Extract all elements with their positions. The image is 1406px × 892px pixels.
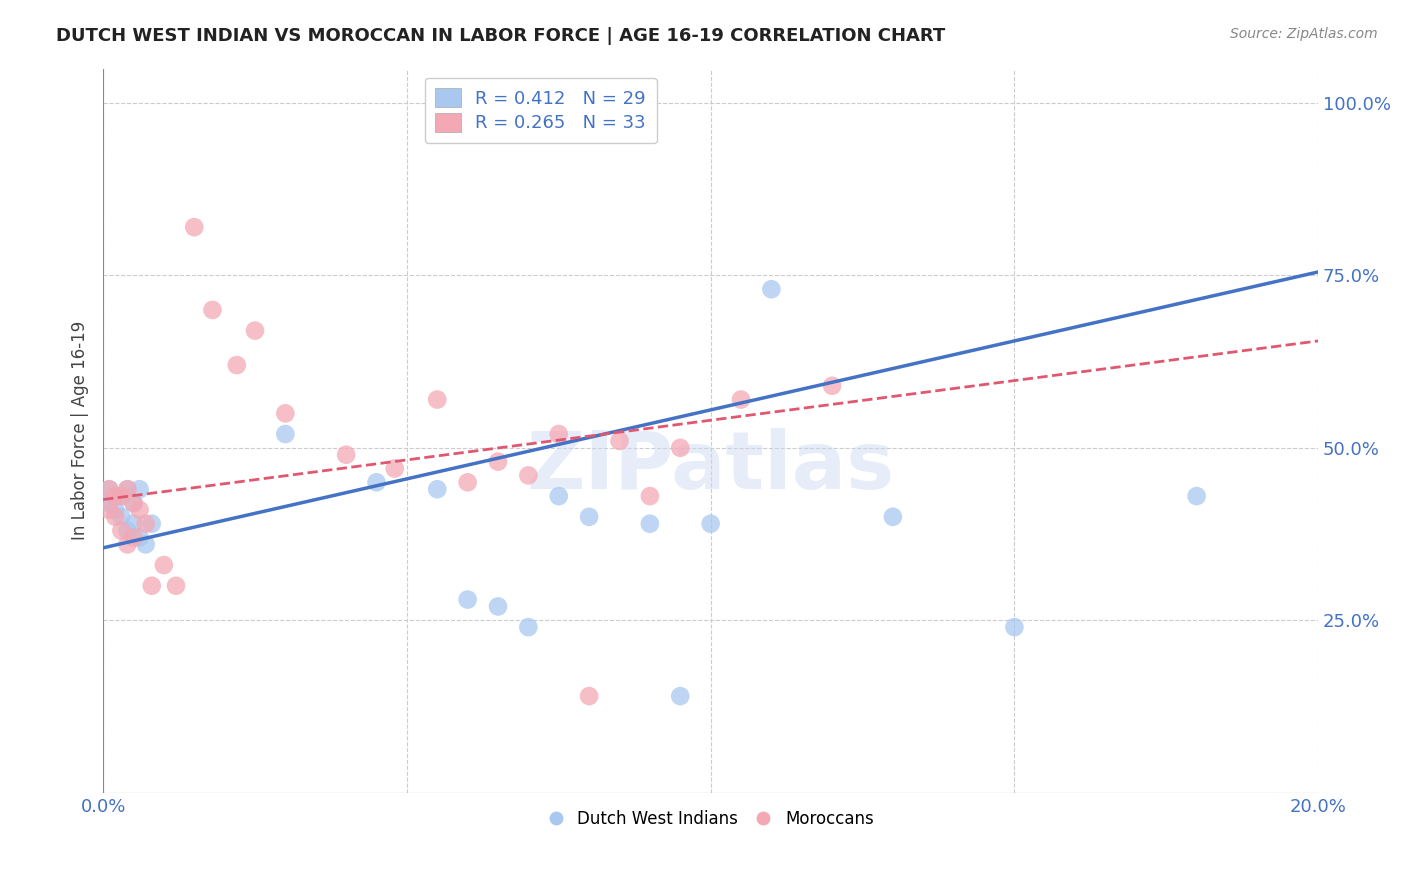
Point — [669, 441, 692, 455]
Point — [578, 509, 600, 524]
Point — [699, 516, 721, 531]
Point — [517, 468, 540, 483]
Point — [274, 427, 297, 442]
Point — [384, 461, 406, 475]
Point — [122, 496, 145, 510]
Point — [117, 482, 139, 496]
Point — [128, 482, 150, 496]
Point — [141, 516, 163, 531]
Point — [457, 475, 479, 490]
Point — [128, 531, 150, 545]
Y-axis label: In Labor Force | Age 16-19: In Labor Force | Age 16-19 — [72, 321, 89, 541]
Point — [761, 282, 783, 296]
Point — [274, 406, 297, 420]
Point — [578, 689, 600, 703]
Point — [486, 455, 509, 469]
Text: Source: ZipAtlas.com: Source: ZipAtlas.com — [1230, 27, 1378, 41]
Point — [1185, 489, 1208, 503]
Point — [821, 378, 844, 392]
Point — [547, 427, 569, 442]
Point — [882, 509, 904, 524]
Point — [104, 489, 127, 503]
Point — [135, 516, 157, 531]
Point — [98, 496, 121, 510]
Point — [104, 503, 127, 517]
Point — [547, 489, 569, 503]
Point — [117, 524, 139, 538]
Text: DUTCH WEST INDIAN VS MOROCCAN IN LABOR FORCE | AGE 16-19 CORRELATION CHART: DUTCH WEST INDIAN VS MOROCCAN IN LABOR F… — [56, 27, 945, 45]
Point — [110, 489, 132, 503]
Point — [98, 482, 121, 496]
Text: ZIPatlas: ZIPatlas — [526, 428, 894, 506]
Point — [457, 592, 479, 607]
Point — [366, 475, 388, 490]
Point — [335, 448, 357, 462]
Point — [104, 489, 127, 503]
Point — [609, 434, 631, 448]
Point — [122, 531, 145, 545]
Point — [638, 489, 661, 503]
Point — [225, 358, 247, 372]
Point — [122, 496, 145, 510]
Point — [201, 302, 224, 317]
Point — [183, 220, 205, 235]
Point — [165, 579, 187, 593]
Point — [110, 524, 132, 538]
Point — [135, 537, 157, 551]
Point — [98, 503, 121, 517]
Point — [122, 516, 145, 531]
Point — [730, 392, 752, 407]
Point — [98, 482, 121, 496]
Point — [128, 503, 150, 517]
Legend: Dutch West Indians, Moroccans: Dutch West Indians, Moroccans — [541, 804, 880, 835]
Point — [110, 509, 132, 524]
Point — [141, 579, 163, 593]
Point — [117, 537, 139, 551]
Point — [117, 482, 139, 496]
Point — [110, 489, 132, 503]
Point — [243, 324, 266, 338]
Point — [104, 509, 127, 524]
Point — [517, 620, 540, 634]
Point — [486, 599, 509, 614]
Point — [638, 516, 661, 531]
Point — [426, 392, 449, 407]
Point — [669, 689, 692, 703]
Point — [153, 558, 176, 572]
Point — [1002, 620, 1025, 634]
Point — [426, 482, 449, 496]
